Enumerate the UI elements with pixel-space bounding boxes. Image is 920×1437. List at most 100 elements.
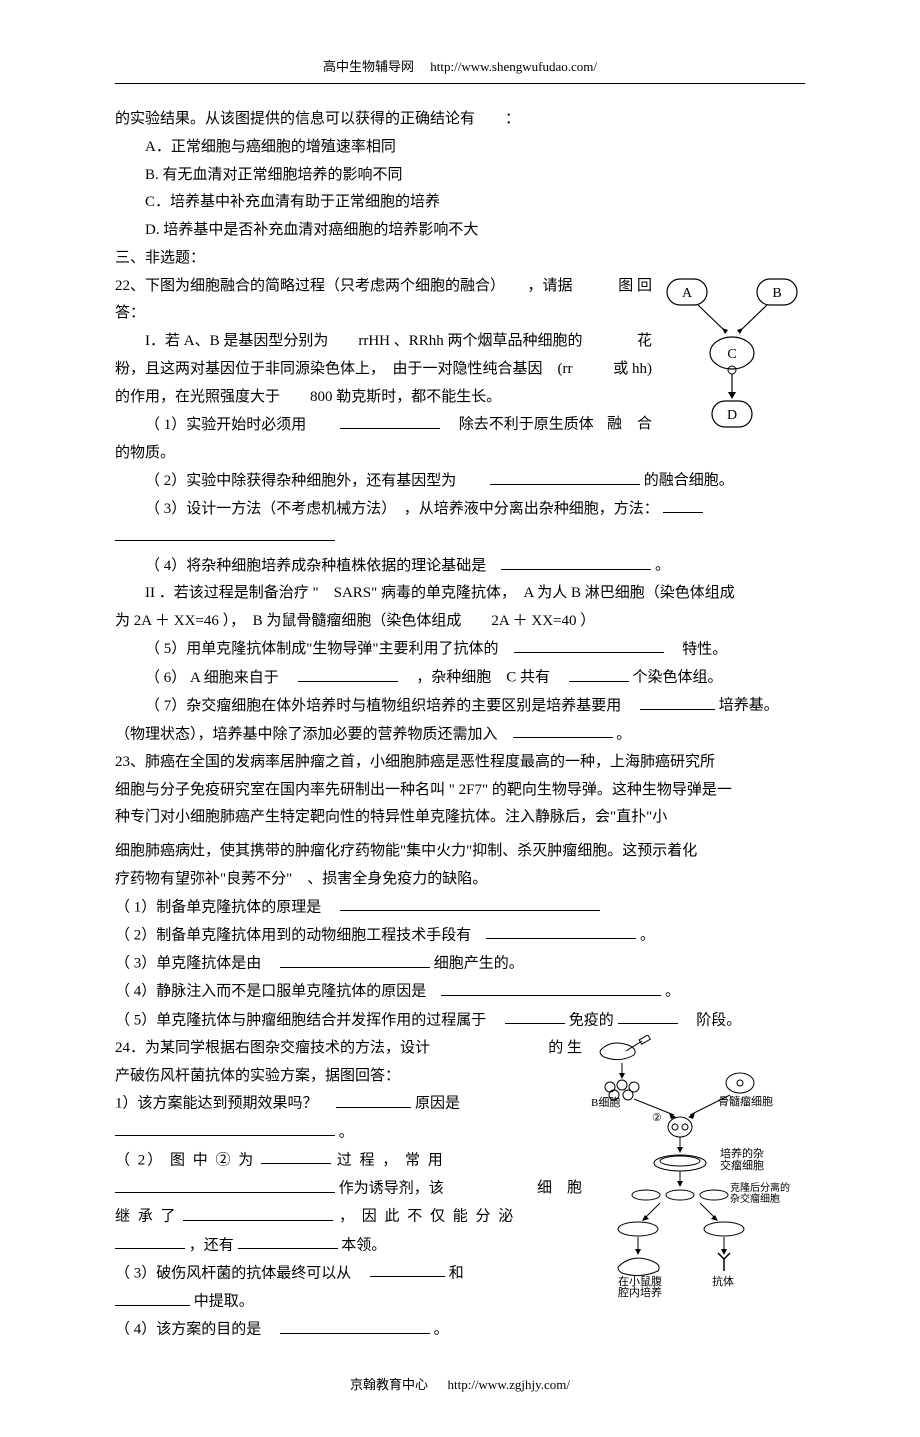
footer-site-url: http://www.zgjhjy.com/ [447, 1377, 570, 1392]
q23-l2: 细胞与分子免疫研究室在国内率先研制出一种名叫 " 2F7" 的靶向生物导弹。这种… [115, 777, 805, 805]
q23-s5a: （ 5）单克隆抗体与肿瘤细胞结合并发挥作用的过程属于 [115, 1012, 486, 1028]
q24-s4a: （ 4）该方案的目的是 [115, 1322, 276, 1338]
q22-s1-blank [340, 411, 440, 429]
q22-node-B: B [772, 286, 781, 301]
q24-s1a: 1）该方案能达到预期效果吗？ [115, 1096, 333, 1112]
q22-s7d: 。 [616, 726, 631, 742]
q24-s2-blank5 [238, 1232, 338, 1250]
q21-stem-cont: 的实验结果。从该图提供的信息可以获得的正确结论有 ： [115, 106, 805, 134]
q22-block: A B C D 22、下图为细胞融合的简略过程（只考虑两 [115, 273, 805, 749]
q23-s5c: 阶段。 [681, 1012, 741, 1028]
q21-option-B: B. 有无血清对正常细胞培养的影响不同 [145, 162, 805, 190]
q23-s3-blank [280, 950, 430, 968]
q22-s4b: 。 [655, 558, 670, 574]
q22-s1b: 除去不利于原生质体 [444, 417, 594, 433]
q22-s5a: （ 5）用单克隆抗体制成"生物导弹"主要利用了抗体的 [115, 636, 499, 664]
q24-s4b: 。 [434, 1322, 449, 1338]
q22-p1-l2b: 或 hh) [613, 356, 652, 384]
q22-node-C: C [727, 347, 736, 362]
q23-block: 23、肺癌在全国的发病率居肿瘤之首，小细胞肺癌是恶性程度最高的一种，上海肺癌研究… [115, 749, 805, 1035]
q24-fig-cloned-l2: 杂交瘤细胞 [730, 1192, 780, 1205]
q24-l1b: 的 生 [548, 1035, 582, 1063]
q24-fig-mouse-l2: 腔内培养 [618, 1285, 662, 1299]
q22-s3: （ 3）设计一方法（不考虑机械方法） ，从培养液中分离出杂种细胞，方法： [115, 496, 659, 524]
footer-site-label: 京翰教育中心 [350, 1377, 428, 1392]
q22-s7-blank2 [513, 721, 613, 739]
q23-s5-blank1 [505, 1007, 565, 1025]
q24-s2a: （ 2） 图 中 ② 为 [115, 1152, 261, 1168]
q23-s4-blank [441, 978, 661, 996]
q24-fig-antibody: 抗体 [712, 1274, 734, 1288]
q24-s2-blank3 [183, 1203, 333, 1221]
header-site-label: 高中生物辅导网 [323, 59, 414, 74]
q23-l3: 种专门对小细胞肺癌产生特定靶向性的特异性单克隆抗体。注入静脉后，会"直扑"小 [115, 804, 805, 832]
q22-p2-l2: 为 2A ＋ XX=46 ）， B 为鼠骨髓瘤细胞（染色体组成 2A ＋ XX=… [115, 608, 805, 636]
q22-s4a: （ 4）将杂种细胞培养成杂种植株依据的理论基础是 [115, 553, 486, 581]
q22-p1-l2a: 粉，且这两对基因位于非同源染色体上， 由于一对隐性纯合基因 (rr [115, 361, 573, 377]
q23-l5: 疗药物有望弥补"良莠不分" 、损害全身免疫力的缺陷。 [115, 866, 805, 894]
q23-s4a: （ 4）静脉注入而不是口服单克隆抗体的原因是 [115, 984, 426, 1000]
q23-s2a: （ 2）制备单克隆抗体用到的动物细胞工程技术手段有 [115, 927, 471, 943]
q24-s2e: 继 承 了 [115, 1209, 183, 1225]
q22-stem-b: 图 回 [618, 273, 652, 301]
q22-p1-l1a: I．若 A、B 是基因型分别为 rrHH 、RRhh 两个烟草品种细胞的 [115, 328, 583, 356]
q22-stem-a: 22、下图为细胞融合的简略过程（只考虑两个细胞的融合） ，请据 [115, 278, 573, 294]
q24-s1b: 原因是 [415, 1096, 460, 1112]
q24-s3b: 和 [449, 1265, 464, 1281]
q24-block: B细胞 骨髓瘤细胞 ② [115, 1035, 805, 1345]
q22-s1a: （ 1）实验开始时必须用 [115, 412, 336, 440]
q24-svg: B细胞 骨髓瘤细胞 ② [590, 1035, 805, 1300]
q23-l4: 细胞肺癌病灶，使其携带的肿瘤化疗药物能"集中火力"抑制、杀灭肿瘤细胞。这预示着化 [115, 838, 805, 866]
q22-p2-l1: II ．若该过程是制备治疗 " SARS" 病毒的单克隆抗体， A 为人 B 淋… [115, 580, 805, 608]
q24-fig-tumor: 骨髓瘤细胞 [718, 1094, 773, 1108]
q24-s2c: 作为诱导剂，该 [339, 1181, 444, 1197]
header-rule [115, 83, 805, 84]
q24-fig-cloned-l1: 克隆后分离的 [730, 1181, 790, 1194]
q23-s5b: 免疫的 [569, 1012, 614, 1028]
q23-s1-blank [340, 894, 600, 912]
q24-fig-bcell: B细胞 [591, 1096, 620, 1109]
q23-s3b: 细胞产生的。 [434, 956, 524, 972]
q22-s2b: 的融合细胞。 [644, 473, 734, 489]
q24-fig-hybrid-l2: 交瘤细胞 [720, 1158, 764, 1172]
q22-s6c: 个染色体组。 [633, 670, 723, 686]
q24-l1a: 24．为某同学根据右图杂交瘤技术的方法，设计 [115, 1040, 430, 1056]
q24-s2-blank1 [261, 1147, 331, 1165]
q22-s4-blank [501, 552, 651, 570]
q22-node-A: A [682, 286, 693, 301]
q22-s3-blank1 [663, 496, 703, 514]
q24-figure: B细胞 骨髓瘤细胞 ② [590, 1035, 805, 1300]
q22-s7b: 培养基。 [719, 698, 779, 714]
q23-s2-blank [486, 922, 636, 940]
q24-s2d: 细 胞 [537, 1175, 582, 1203]
q24-s2b: 过 程 ， 常 用 [337, 1152, 445, 1168]
q22-s6b: ，杂种细胞 C 共有 [401, 670, 565, 686]
q24-fig-hybrid-l1: 培养的杂 [720, 1146, 764, 1160]
q22-s2-blank [490, 467, 640, 485]
q22-figure: A B C D [660, 273, 805, 443]
q23-s2b: 。 [640, 927, 655, 943]
document-body: 的实验结果。从该图提供的信息可以获得的正确结论有 ： A．正常细胞与癌细胞的增殖… [115, 106, 805, 1345]
q23-s1a: （ 1）制备单克隆抗体的原理是 [115, 899, 336, 915]
q22-s5-blank [514, 636, 664, 654]
q24-s2-blank2 [115, 1175, 335, 1193]
q22-p1-l1b: 花 [637, 328, 652, 356]
q22-s1d: 的物质。 [115, 440, 805, 468]
q22-s5b: 特性。 [667, 641, 727, 657]
q22-s6-blank1 [298, 664, 398, 682]
q24-s3a: （ 3）破伤风杆菌的抗体最终可以从 [115, 1265, 366, 1281]
page-footer: 京翰教育中心 http://www.zgjhjy.com/ [115, 1373, 805, 1397]
q24-fig-step2: ② [652, 1112, 662, 1124]
q24-fig-mouse-l1: 在小鼠腹 [618, 1274, 662, 1288]
q21-option-A: A．正常细胞与癌细胞的增殖速率相同 [145, 134, 805, 162]
q24-s4-blank [280, 1316, 430, 1334]
q24-s3c: 中提取。 [194, 1294, 254, 1310]
q22-s7a: （ 7）杂交瘤细胞在体外培养时与植物组织培养的主要区别是培养基要用 [115, 693, 621, 721]
page-header: 高中生物辅导网 http://www.shengwufudao.com/ [115, 55, 805, 79]
q22-s3-blank2 [115, 524, 335, 542]
q22-s7-blank1 [640, 692, 715, 710]
q24-s2-blank4 [115, 1232, 185, 1250]
q23-s3a: （ 3）单克隆抗体是由 [115, 956, 276, 972]
q24-s2h: 本领。 [341, 1237, 386, 1253]
q24-s2g: ，还有 [189, 1237, 238, 1253]
